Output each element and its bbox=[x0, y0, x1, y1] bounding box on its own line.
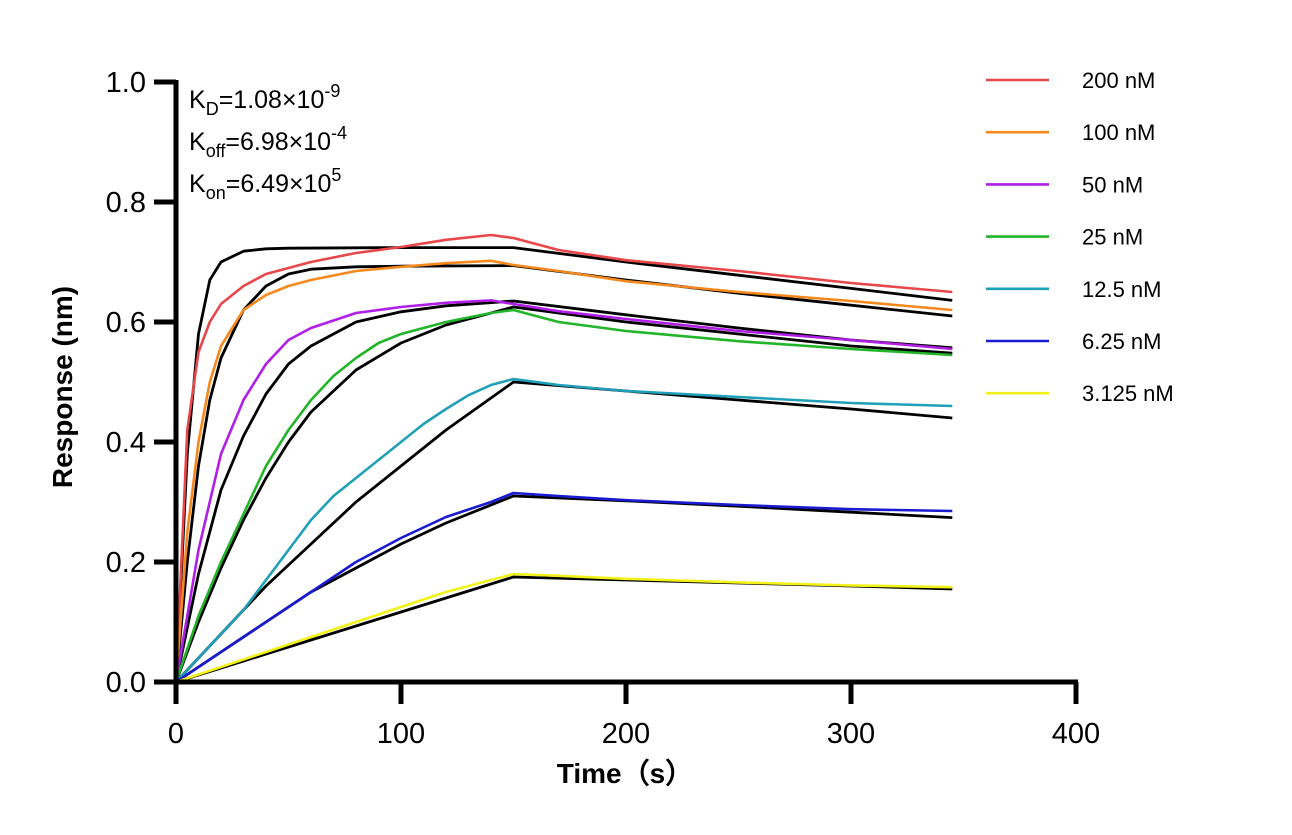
x-tick-label-2: 200 bbox=[602, 718, 650, 750]
x-tick-label-3: 300 bbox=[827, 718, 875, 750]
kd-symbol: K bbox=[189, 86, 206, 114]
series-line-0 bbox=[174, 233, 953, 683]
kon-symbol: K bbox=[189, 170, 206, 198]
series-line-1 bbox=[174, 259, 953, 683]
fit-curve-0 bbox=[174, 246, 953, 683]
x-axis-title: Time（s） bbox=[557, 757, 693, 789]
kd-annotation: KD=1.08×10-9 bbox=[189, 81, 340, 119]
fit-curve-2 bbox=[174, 299, 953, 683]
series-line-4 bbox=[175, 377, 953, 683]
kd-exponent: -9 bbox=[324, 81, 340, 101]
legend: 200 nM 100 nM 50 nM 25 nM 12.5 nM 6.25 nM 3.12… bbox=[986, 68, 1174, 406]
data-series bbox=[174, 233, 953, 684]
legend-label-4: 12.5 nM bbox=[1082, 277, 1162, 302]
series-line-3 bbox=[174, 308, 953, 683]
koff-annotation: Koff=6.98×10-4 bbox=[189, 123, 347, 161]
y-tick-label-5: 1.0 bbox=[106, 67, 146, 99]
y-tick-label-3: 0.6 bbox=[106, 307, 146, 339]
koff-subscript: off bbox=[206, 141, 227, 161]
kd-value: =1.08×10 bbox=[219, 86, 325, 114]
y-tick-label-0: 0.0 bbox=[106, 667, 146, 699]
koff-value: =6.98×10 bbox=[225, 128, 331, 156]
legend-label-2: 50 nM bbox=[1082, 172, 1143, 197]
fit-curve-6 bbox=[175, 575, 953, 684]
series-line-6 bbox=[175, 572, 953, 684]
kon-annotation: Kon=6.49×105 bbox=[189, 165, 341, 203]
fit-curve-4 bbox=[174, 380, 953, 683]
y-tick-label-1: 0.2 bbox=[106, 547, 146, 579]
fit-curve-1 bbox=[174, 264, 953, 683]
series-line-5 bbox=[175, 491, 953, 684]
kd-subscript: D bbox=[206, 99, 219, 119]
fit-curve-5 bbox=[175, 494, 953, 684]
x-tick-label-4: 400 bbox=[1052, 718, 1100, 750]
y-axis-title: Response (nm) bbox=[47, 286, 78, 488]
fit-curve-3 bbox=[174, 305, 953, 683]
tick-labels: 0.0 0.2 0.4 0.6 0.8 1.0 0 100 200 300 400 bbox=[106, 67, 1101, 750]
y-tick-label-4: 0.8 bbox=[106, 187, 146, 219]
series-line-2 bbox=[174, 299, 953, 683]
kon-subscript: on bbox=[206, 183, 226, 203]
legend-label-3: 25 nM bbox=[1082, 225, 1143, 250]
koff-symbol: K bbox=[189, 128, 206, 156]
koff-exponent: -4 bbox=[331, 123, 347, 143]
legend-label-6: 3.125 nM bbox=[1082, 381, 1174, 406]
legend-label-0: 200 nM bbox=[1082, 68, 1155, 93]
kon-exponent: 5 bbox=[331, 165, 341, 185]
x-tick-label-1: 100 bbox=[377, 718, 425, 750]
kon-value: =6.49×10 bbox=[226, 170, 332, 198]
legend-label-1: 100 nM bbox=[1082, 120, 1155, 145]
y-tick-label-2: 0.4 bbox=[106, 427, 146, 459]
x-tick-label-0: 0 bbox=[168, 718, 184, 750]
axes bbox=[154, 79, 1079, 704]
legend-label-5: 6.25 nM bbox=[1082, 329, 1162, 354]
